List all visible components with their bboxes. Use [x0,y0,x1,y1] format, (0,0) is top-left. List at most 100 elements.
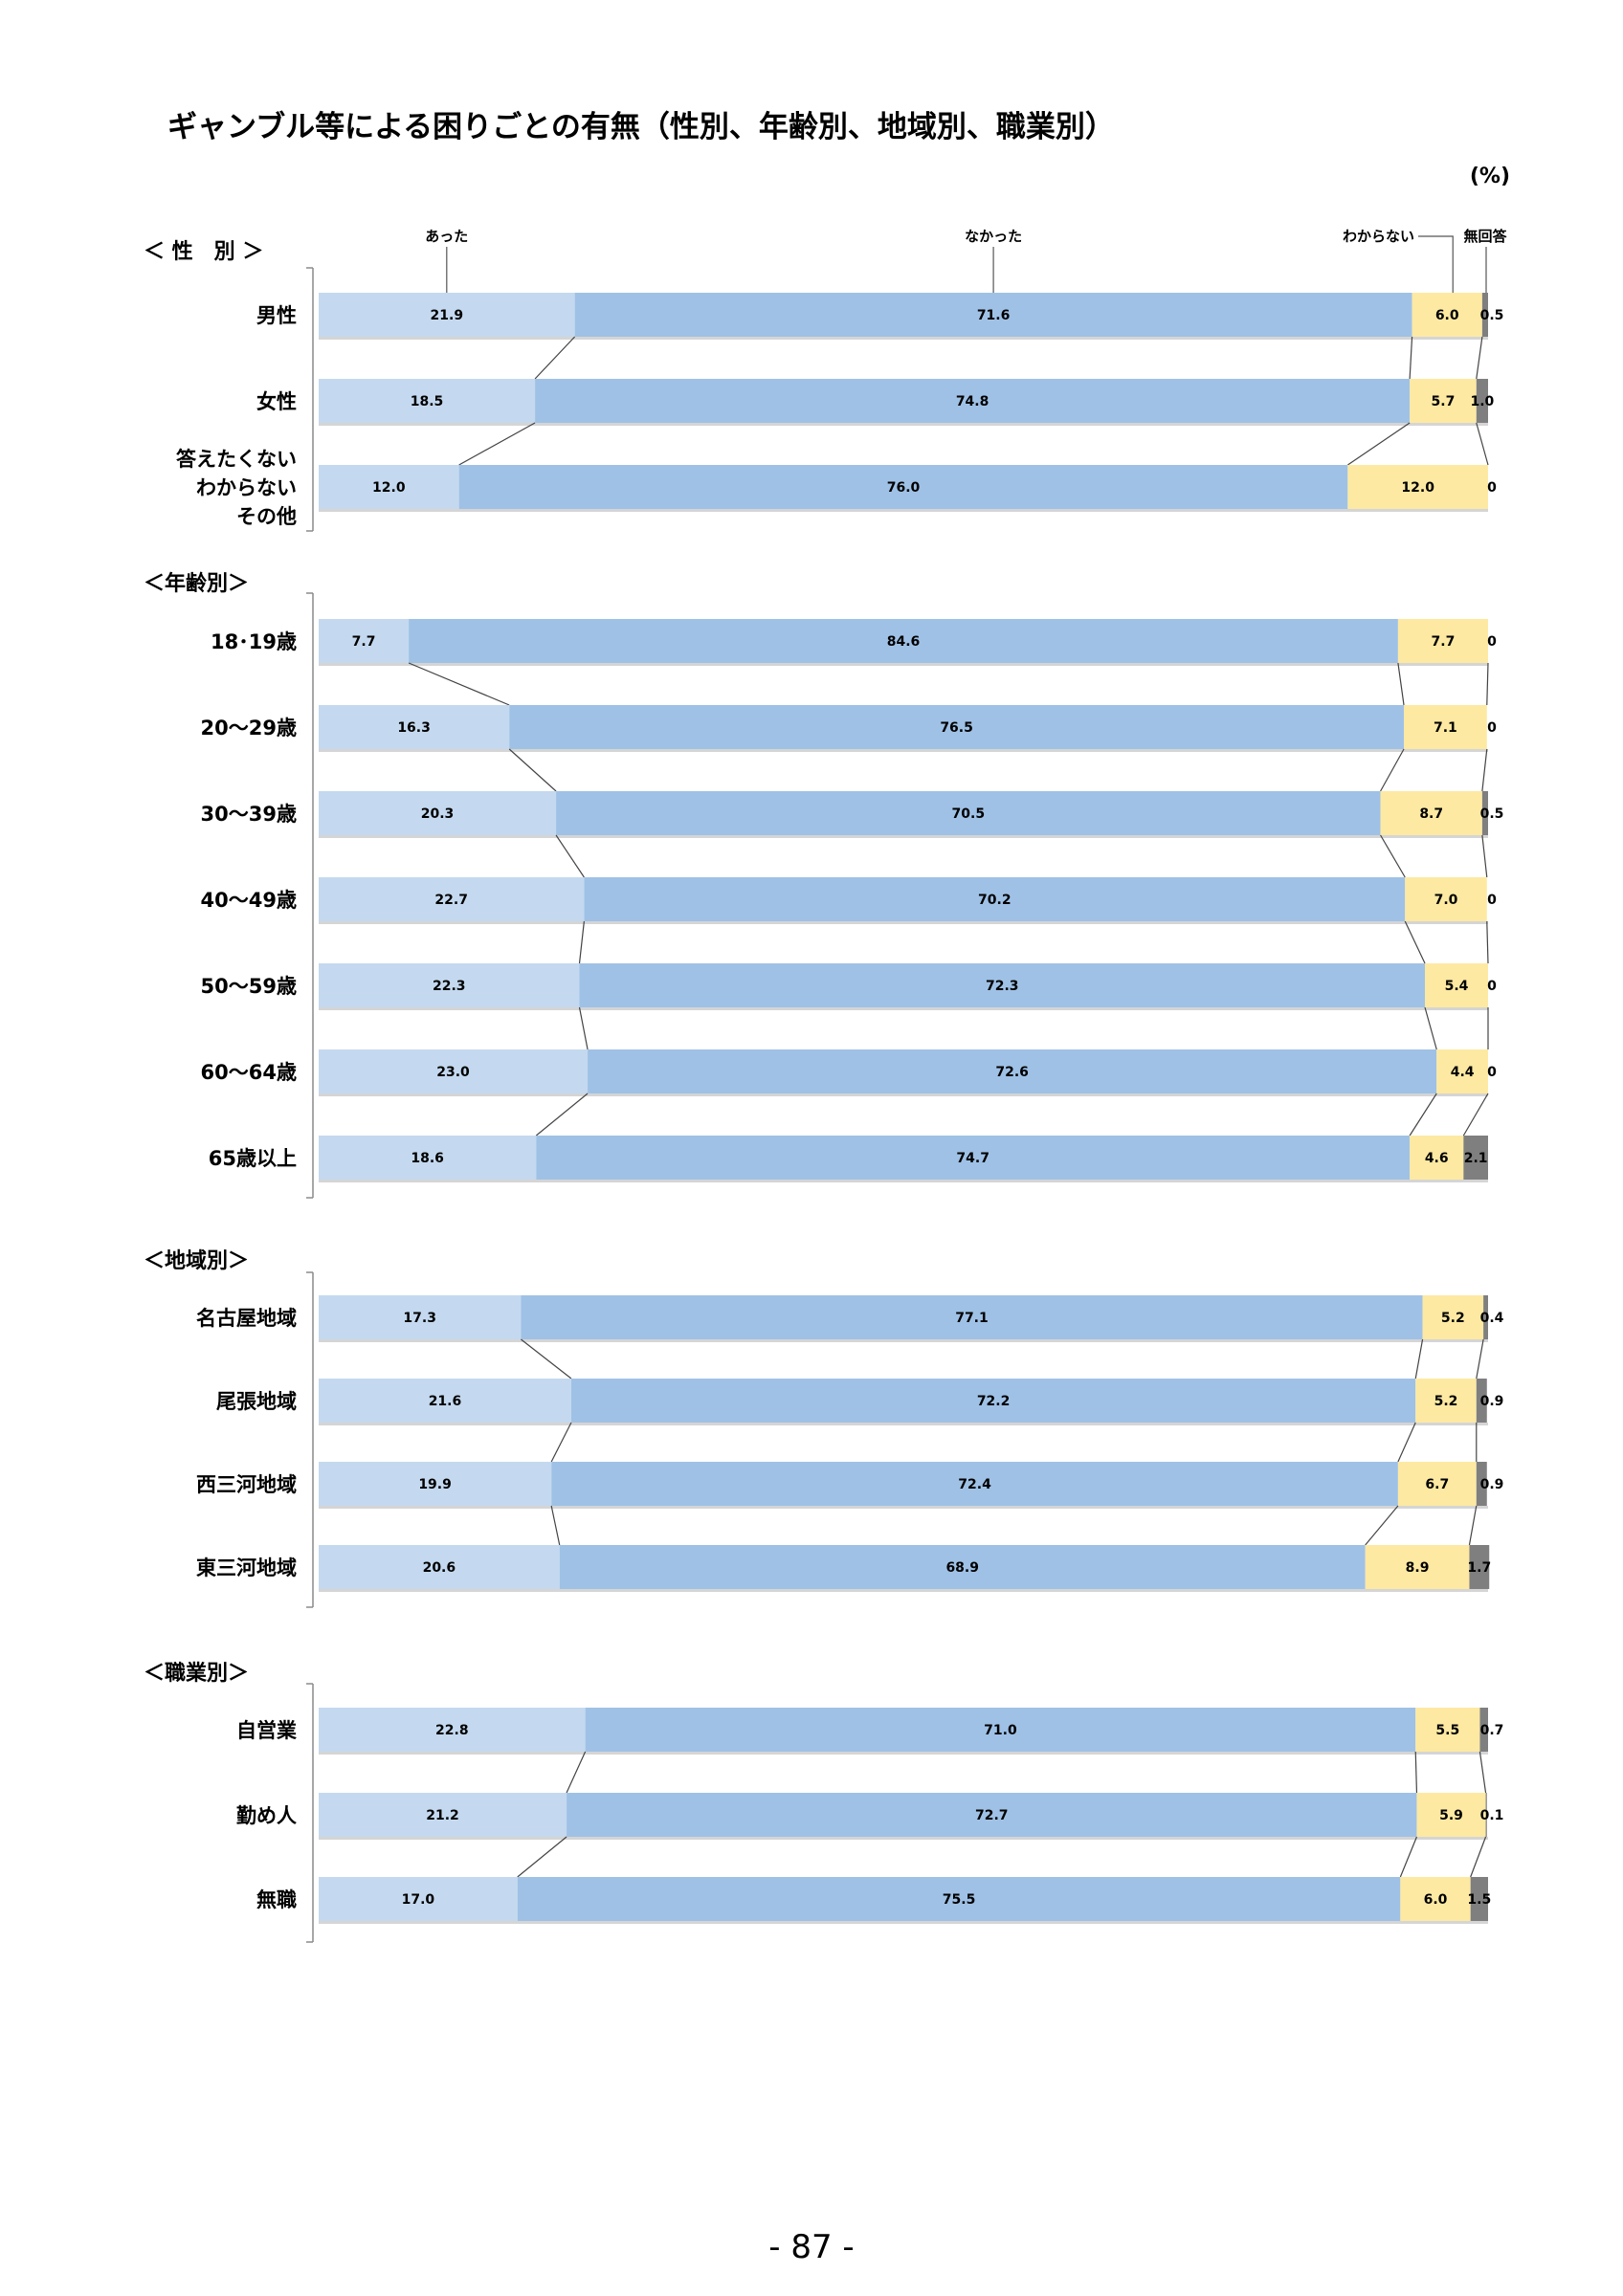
bar-shadow [319,423,1488,426]
bar-segment-yes [319,379,536,423]
bar-segment-unknown [1415,1379,1477,1423]
bar-shadow [319,337,1488,340]
connector-line [508,748,557,792]
legend-label-no: なかった [965,228,1022,245]
bar-shadow [319,1339,1488,1342]
value-label: 72.2 [977,1394,1011,1409]
value-label: 0.9 [1480,1394,1504,1409]
connector-line [1481,748,1488,792]
connector-line [1478,1751,1487,1794]
value-label: 22.7 [434,893,468,908]
connector-line [1380,834,1406,878]
value-label: 71.0 [984,1723,1017,1738]
value-label: 72.6 [995,1065,1029,1080]
bar-segment-unknown [1410,379,1477,423]
bar-segment-unknown [1405,877,1487,921]
bar-shadow [319,1093,1488,1096]
value-label: 5.7 [1432,394,1456,409]
connector-line [1397,1422,1416,1463]
value-label: 17.3 [403,1311,436,1326]
value-label: 22.8 [435,1723,469,1738]
row-label: 男性 [256,304,297,327]
connector-line [1365,1505,1399,1546]
bar-segment-yes [319,1049,589,1093]
value-label: 17.0 [402,1892,435,1908]
bar-segment-no [570,1379,1416,1423]
bar-segment-unknown [1425,963,1488,1007]
bar-segment-yes [319,1295,522,1339]
connector-line [458,422,536,466]
bar-shadow [319,663,1488,666]
row-label: 答えたくない [176,448,297,471]
connector-line [1380,748,1405,792]
bar-segment-noanswer [1476,1462,1487,1506]
value-label: 23.0 [436,1065,470,1080]
row-label: 女性 [256,390,297,413]
value-label: 7.7 [352,634,376,650]
value-label: 0.9 [1480,1477,1504,1492]
connector-line [1404,920,1426,964]
bar-segment-yes [319,293,575,337]
connector-line [1486,920,1489,964]
connector-line [578,920,585,964]
value-label: 71.6 [977,308,1011,323]
connector-line [1414,1751,1418,1794]
row-label: わからない [196,476,297,499]
value-label: 6.7 [1425,1477,1449,1492]
value-label: 22.3 [433,979,466,994]
value-label: 6.0 [1424,1892,1448,1908]
connector-line [1468,1505,1478,1546]
bar-segment-unknown [1416,1793,1486,1837]
connector-line [535,1093,589,1137]
row-label: 30～39歳 [201,803,297,826]
bar-segment-no [574,293,1412,337]
connector-line [1462,1093,1489,1137]
bar-segment-yes [319,1877,518,1921]
value-label: 1.0 [1470,394,1494,409]
bar-segment-yes [319,1545,560,1589]
value-label: 77.1 [955,1311,989,1326]
bar-segment-unknown [1415,1708,1480,1752]
value-label: 7.1 [1434,720,1457,736]
value-label: 68.9 [945,1560,979,1576]
bar-segment-yes [319,619,410,663]
value-label: 21.6 [429,1394,462,1409]
bar-shadow [319,1423,1488,1425]
value-label: 20.6 [423,1560,456,1576]
legend-leader-unknown [1418,235,1454,293]
bar-segment-no [588,1049,1437,1093]
bar-segment-yes [319,1379,571,1423]
value-label: 5.2 [1441,1311,1465,1326]
value-label: 21.2 [426,1808,459,1823]
value-label: 76.0 [887,480,921,496]
bar-segment-unknown [1380,791,1482,835]
value-label: 84.6 [887,634,921,650]
value-label: 20.3 [421,806,455,822]
row-label: 名古屋地域 [196,1307,297,1330]
bar-segment-unknown [1365,1545,1470,1589]
value-label: 0 [1487,1065,1497,1080]
value-label: 18.6 [411,1151,444,1166]
value-label: 75.5 [943,1892,976,1908]
bar-segment-unknown [1404,705,1487,749]
row-label: 60～64歳 [201,1061,297,1084]
bar-segment-no [509,705,1405,749]
bar-segment-noanswer [1463,1136,1488,1180]
connector-line [1481,834,1488,878]
value-label: 5.9 [1439,1808,1463,1823]
connector-line [1476,422,1489,466]
value-label: 70.2 [978,893,1012,908]
connector-line [1399,1836,1418,1878]
bar-segment-yes [319,877,585,921]
bar-shadow [319,1506,1488,1509]
bar-segment-no [517,1877,1401,1921]
connector-line [555,834,585,878]
connector-line [521,1338,572,1380]
bar-segment-noanswer [1481,293,1488,337]
value-label: 12.0 [1401,480,1434,496]
connector-line [578,1006,589,1050]
group-label: ＜職業別＞ [144,1661,249,1686]
connector-line [1486,662,1489,706]
connector-line [1470,1836,1487,1878]
